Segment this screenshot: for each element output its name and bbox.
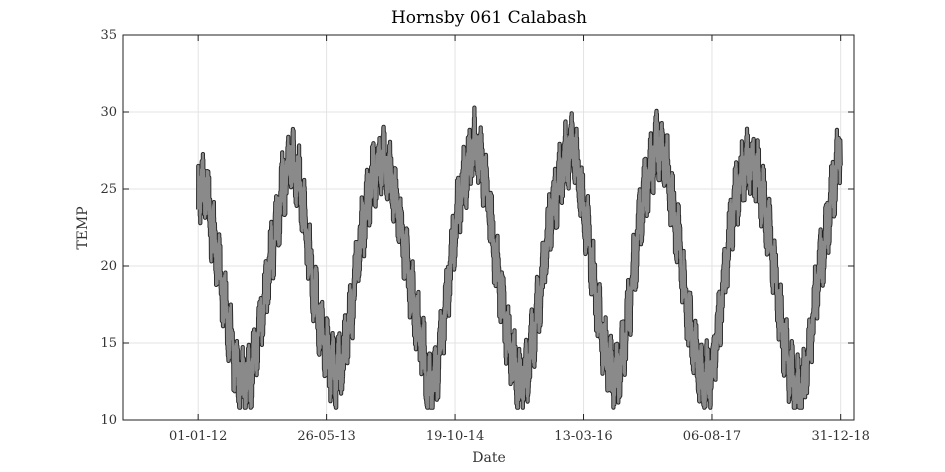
chart-title: Hornsby 061 Calabash — [391, 8, 587, 28]
x-tick-label: 26-05-13 — [297, 429, 355, 444]
y-tick-label: 30 — [100, 105, 117, 120]
x-tick-label: 31-12-18 — [811, 429, 869, 444]
x-axis-label: Date — [472, 450, 505, 466]
y-tick-label: 35 — [100, 28, 117, 43]
y-axis-ticks: 10 15 20 25 30 35 — [100, 28, 854, 428]
x-tick-label: 06-08-17 — [683, 429, 741, 444]
data-series-band — [196, 105, 843, 410]
x-tick-label: 01-01-12 — [169, 429, 227, 444]
y-tick-label: 10 — [100, 413, 117, 428]
x-tick-label: 13-03-16 — [554, 429, 612, 444]
series-line — [197, 106, 842, 409]
plot-frame — [122, 34, 855, 421]
y-axis-label: TEMP — [75, 206, 91, 249]
y-tick-label: 20 — [100, 259, 117, 274]
x-tick-label: 19-10-14 — [426, 429, 484, 444]
x-axis-ticks: 01-01-12 26-05-13 19-10-14 13-03-16 06-08-17… — [169, 35, 870, 444]
y-tick-label: 15 — [100, 336, 117, 351]
y-tick-label: 25 — [100, 182, 117, 197]
